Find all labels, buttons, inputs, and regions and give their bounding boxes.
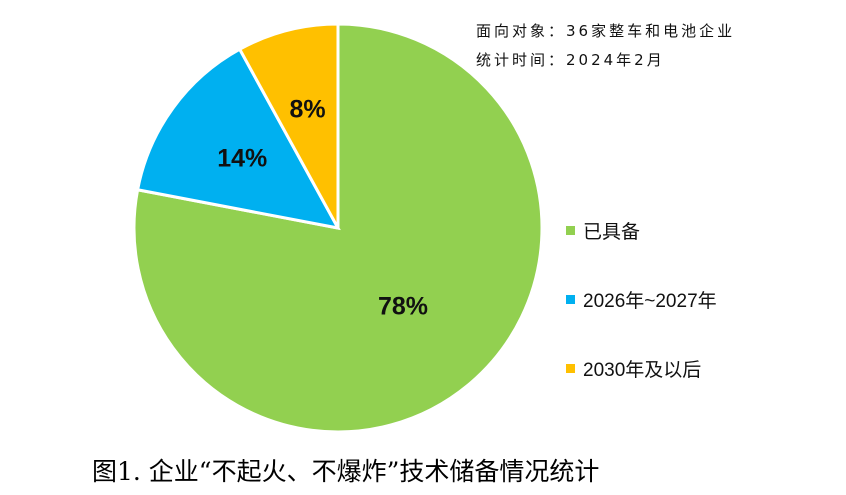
pie-label-2026-2027: 14% (217, 144, 267, 172)
legend-item-2026-2027: 2026年~2027年 (566, 287, 717, 312)
pie-label-2030-later: 8% (289, 95, 325, 123)
pie-slice-2030-later (237, 22, 340, 229)
survey-time-text: 统计时间：2024年2月 (476, 51, 665, 69)
pie-slice-2026-2027 (135, 47, 341, 231)
pie-slices (132, 22, 544, 434)
legend: 已具备 2026年~2027年 2030年及以后 (566, 218, 717, 425)
figure-caption: 图1. 企业“不起火、不爆炸”技术储备情况统计 (92, 457, 600, 486)
legend-swatch-2030-later (566, 363, 575, 373)
legend-swatch-2026-2027 (566, 294, 575, 304)
legend-label-2026-2027: 2026年~2027年 (583, 290, 717, 312)
pie-labels: 78% 14% 8% (217, 95, 428, 320)
survey-target-text: 面向对象：36家整车和电池企业 (476, 22, 736, 40)
legend-label-2030-later: 2030年及以后 (583, 359, 702, 381)
legend-swatch-ready (566, 225, 575, 235)
legend-item-ready: 已具备 (566, 218, 717, 243)
pie-label-ready: 78% (378, 293, 428, 321)
legend-label-ready: 已具备 (583, 221, 641, 243)
legend-item-2030-later: 2030年及以后 (566, 356, 717, 381)
